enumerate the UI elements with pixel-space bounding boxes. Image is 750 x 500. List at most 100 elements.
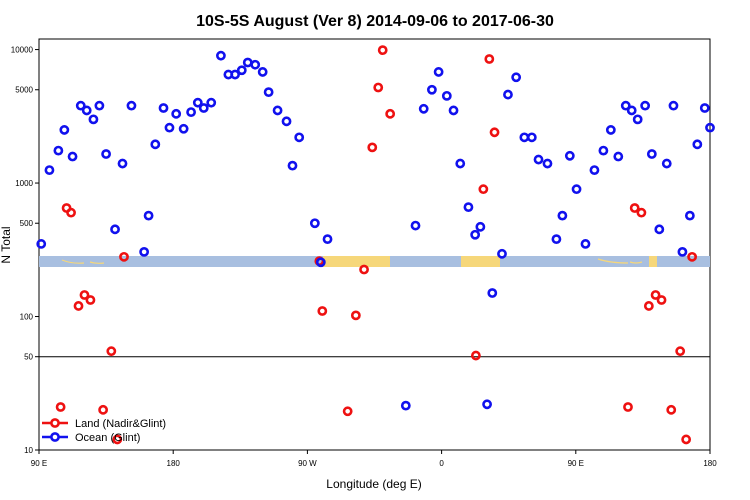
y-tick-label: 10000: [11, 46, 34, 55]
data-point: [322, 234, 333, 245]
data-point: [263, 87, 274, 98]
data-point: [455, 158, 466, 169]
data-point: [692, 139, 703, 150]
data-point: [73, 301, 84, 311]
data-point: [497, 248, 507, 259]
data-point: [418, 103, 429, 114]
data-point: [171, 108, 182, 119]
data-point: [110, 224, 120, 235]
data-point: [281, 116, 292, 127]
legend: Land (Nadir&Glint) Ocean (Glint): [42, 418, 166, 444]
y-tick-label: 1000: [15, 179, 33, 188]
data-point: [186, 107, 196, 118]
data-point: [463, 202, 474, 213]
data-point: [178, 123, 189, 134]
data-point: [511, 72, 522, 83]
data-point: [385, 108, 396, 119]
data-point: [367, 142, 378, 153]
data-point: [257, 67, 268, 77]
data-point: [489, 127, 500, 138]
data-point: [656, 295, 667, 305]
data-point: [287, 160, 298, 171]
x-tick-label: 0: [439, 459, 444, 468]
data-point: [632, 114, 643, 125]
data-point: [373, 82, 384, 93]
data-point: [139, 246, 150, 257]
data-point: [119, 251, 129, 262]
data-point: [623, 402, 633, 412]
data-point: [598, 145, 609, 156]
data-point: [59, 125, 70, 135]
data-point: [53, 145, 64, 156]
data-point: [250, 59, 261, 70]
plot-frame: [38, 38, 711, 451]
data-point: [557, 210, 568, 221]
data-point: [482, 399, 492, 410]
data-point: [427, 84, 437, 95]
data-point: [150, 139, 161, 150]
data-point: [684, 210, 695, 221]
plot-area: [38, 38, 711, 451]
data-point: [85, 295, 96, 305]
data-point: [36, 239, 47, 249]
data-point: [636, 207, 647, 218]
data-point: [94, 100, 105, 111]
data-point: [441, 90, 452, 101]
y-tick-label: 10: [24, 446, 33, 455]
legend-marker: [50, 432, 60, 442]
x-tick-label: 180: [167, 459, 181, 468]
legend-label: Ocean (Glint): [75, 432, 140, 444]
data-point: [448, 105, 459, 116]
data-point: [470, 229, 481, 240]
data-point: [551, 234, 562, 245]
data-point: [681, 434, 692, 445]
data-point: [589, 165, 600, 176]
data-point: [666, 404, 677, 415]
data-point: [640, 100, 651, 111]
data-point: [410, 220, 421, 231]
data-point: [294, 132, 305, 143]
y-tick-label: 5000: [15, 86, 33, 95]
data-point: [117, 158, 128, 169]
data-point: [620, 100, 631, 111]
chart-title: 10S-5S August (Ver 8) 2014-09-06 to 2017…: [196, 13, 554, 30]
data-point: [88, 114, 99, 125]
data-point: [44, 165, 55, 176]
data-point: [317, 306, 328, 316]
data-point: [677, 246, 688, 257]
y-axis: 10 50 100 500 1000 5000 10000: [11, 46, 39, 455]
data-point: [646, 149, 657, 159]
data-point: [519, 132, 530, 143]
data-point: [661, 158, 672, 169]
data-point: [309, 218, 320, 229]
data-point: [112, 434, 123, 445]
data-point: [613, 151, 624, 162]
x-tick-label: 90 E: [31, 459, 47, 468]
data-point: [315, 257, 326, 268]
legend-label: Land (Nadir&Glint): [75, 418, 166, 430]
data-point: [705, 122, 715, 133]
series-land: [55, 45, 698, 445]
data-point: [350, 310, 361, 321]
data-point: [503, 89, 513, 100]
data-point: [342, 406, 353, 417]
data-point: [475, 221, 486, 232]
series-ocean: [36, 50, 715, 411]
data-point: [626, 105, 637, 116]
data-point: [470, 350, 481, 361]
data-point: [687, 251, 698, 262]
y-tick-label: 50: [24, 353, 33, 362]
data-point: [571, 184, 582, 195]
data-point: [699, 103, 710, 113]
data-point: [143, 210, 154, 221]
land-mask-islands: [61, 258, 643, 264]
data-point: [650, 290, 661, 300]
x-tick-label: 180: [703, 459, 717, 468]
data-point: [158, 103, 169, 113]
data-point: [126, 100, 137, 111]
data-point: [198, 103, 209, 113]
x-tick-label: 90 W: [298, 459, 317, 468]
data-point: [230, 69, 240, 80]
data-point: [564, 150, 575, 161]
